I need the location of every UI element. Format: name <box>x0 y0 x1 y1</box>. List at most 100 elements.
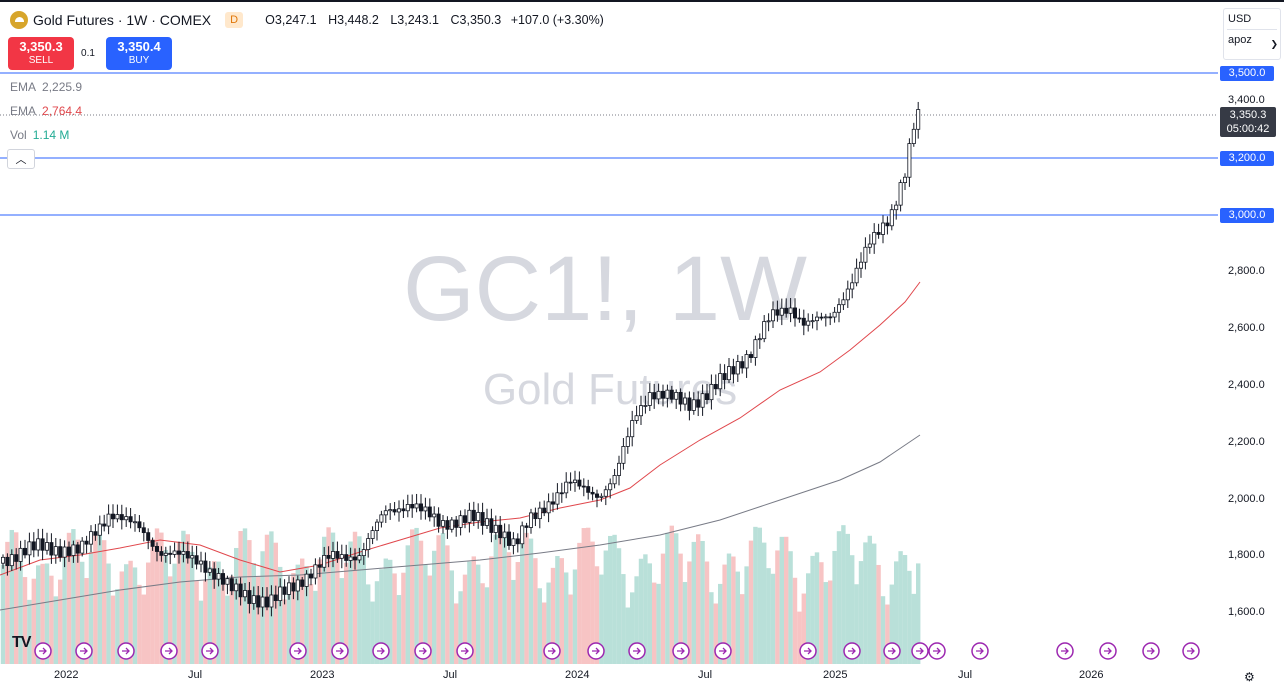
ohlc-readout: O3,247.1 H3,448.2 L3,243.1 C3,350.3 +107… <box>265 13 604 27</box>
candle-body <box>480 512 485 526</box>
level-tag-3000[interactable]: 3,000.0 <box>1220 208 1274 223</box>
candle-body <box>124 516 129 521</box>
candle-body <box>150 540 155 547</box>
event-marker-icon[interactable] <box>883 642 901 660</box>
gear-icon[interactable]: ⚙ <box>1244 670 1255 684</box>
candle-body <box>771 309 776 322</box>
candle-body <box>401 508 406 512</box>
candle-body <box>832 311 837 318</box>
candle-body <box>894 204 899 211</box>
volume-bar <box>669 525 674 664</box>
event-marker-icon[interactable] <box>543 642 561 660</box>
event-marker-icon[interactable] <box>587 642 605 660</box>
level-tag-3200[interactable]: 3,200.0 <box>1220 151 1274 166</box>
volume-bar <box>902 555 908 664</box>
volume-bar <box>374 581 380 664</box>
volume-bar <box>841 525 846 664</box>
event-marker-icon[interactable] <box>928 642 946 660</box>
candle-body <box>234 583 239 592</box>
candle-body <box>27 541 32 556</box>
event-marker-icon[interactable] <box>799 642 817 660</box>
indicator-volume[interactable]: Vol 1.14 M <box>10 128 70 142</box>
event-marker-icon[interactable] <box>372 642 390 660</box>
tradingview-logo[interactable]: TV <box>12 634 31 651</box>
event-marker-icon[interactable] <box>971 642 989 660</box>
candle-body <box>511 538 516 546</box>
level-tag-3500[interactable]: 3,500.0 <box>1220 66 1274 81</box>
volume-bar <box>150 538 155 664</box>
candle-body <box>506 531 511 546</box>
volume-bar <box>898 551 903 664</box>
candle-body <box>111 513 116 520</box>
symbol-header[interactable]: Gold Futures · 1W · COMEX D O3,247.1 H3,… <box>10 10 604 30</box>
event-marker-icon[interactable] <box>672 642 690 660</box>
volume-bar <box>625 607 630 664</box>
volume-bar <box>858 561 864 664</box>
candlestick-series <box>0 101 921 617</box>
volume-bar <box>779 536 784 664</box>
event-marker-icon[interactable] <box>34 642 52 660</box>
volume-bar <box>93 534 98 664</box>
sell-button[interactable]: 3,350.3 SELL <box>8 37 74 70</box>
volume-bar <box>348 541 353 664</box>
candle-body <box>493 524 498 533</box>
event-marker-icon[interactable] <box>331 642 349 660</box>
volume-bar <box>181 530 186 664</box>
volume-bar <box>722 564 727 664</box>
currency-unit-selector[interactable]: USD apoz ❯ <box>1223 8 1281 60</box>
spread-value: 0.1 <box>81 48 95 59</box>
volume-bar <box>71 529 76 664</box>
event-marker-icon[interactable] <box>1142 642 1160 660</box>
candle-body <box>889 209 894 227</box>
event-marker-icon[interactable] <box>456 642 474 660</box>
delayed-badge[interactable]: D <box>225 12 244 28</box>
candle-body <box>573 479 578 484</box>
candle-body <box>75 544 80 554</box>
volume-bar <box>176 541 182 664</box>
event-marker-icon[interactable] <box>714 642 732 660</box>
event-marker-icon[interactable] <box>414 642 432 660</box>
candle-body <box>537 507 542 520</box>
event-marker-icon[interactable] <box>843 642 861 660</box>
event-marker-icon[interactable] <box>201 642 219 660</box>
candle-body <box>260 596 265 608</box>
event-marker-icon[interactable] <box>160 642 178 660</box>
event-marker-icon[interactable] <box>911 642 929 660</box>
collapse-indicators-button[interactable]: ︿ <box>7 149 35 169</box>
volume-bar <box>137 584 142 664</box>
candle-body <box>93 531 98 536</box>
candle-body <box>71 544 76 556</box>
candle-body <box>815 316 820 322</box>
candle-body <box>295 579 300 592</box>
event-marker-icon[interactable] <box>289 642 307 660</box>
candle-body <box>885 222 890 227</box>
candle-body <box>176 550 181 555</box>
candle-body <box>665 389 670 399</box>
volume-bar <box>335 550 340 664</box>
volume-bar <box>476 564 481 664</box>
candle-body <box>630 420 635 438</box>
volume-bar <box>867 535 872 664</box>
event-marker-icon[interactable] <box>1056 642 1074 660</box>
candle-body <box>647 392 652 406</box>
indicator-ema-fast[interactable]: EMA 2,764.4 <box>10 104 83 118</box>
time-tick: 2025 <box>823 669 848 681</box>
volume-bar <box>872 543 877 664</box>
candle-body <box>643 405 648 407</box>
event-marker-icon[interactable] <box>628 642 646 660</box>
volume-bar <box>484 587 490 664</box>
indicator-ema-slow[interactable]: EMA 2,225.9 <box>10 80 83 94</box>
buy-button[interactable]: 3,350.4 BUY <box>106 37 172 70</box>
event-marker-icon[interactable] <box>1099 642 1117 660</box>
event-marker-icon[interactable] <box>75 642 93 660</box>
volume-bar <box>506 552 512 664</box>
volume-layer <box>0 525 921 664</box>
volume-bar <box>58 579 63 664</box>
event-marker-icon[interactable] <box>1182 642 1200 660</box>
candle-body <box>132 521 137 524</box>
volume-bar <box>524 532 529 664</box>
event-marker-icon[interactable] <box>117 642 135 660</box>
volume-bar <box>564 572 569 664</box>
symbol-title[interactable]: Gold Futures · 1W · COMEX <box>33 12 212 28</box>
